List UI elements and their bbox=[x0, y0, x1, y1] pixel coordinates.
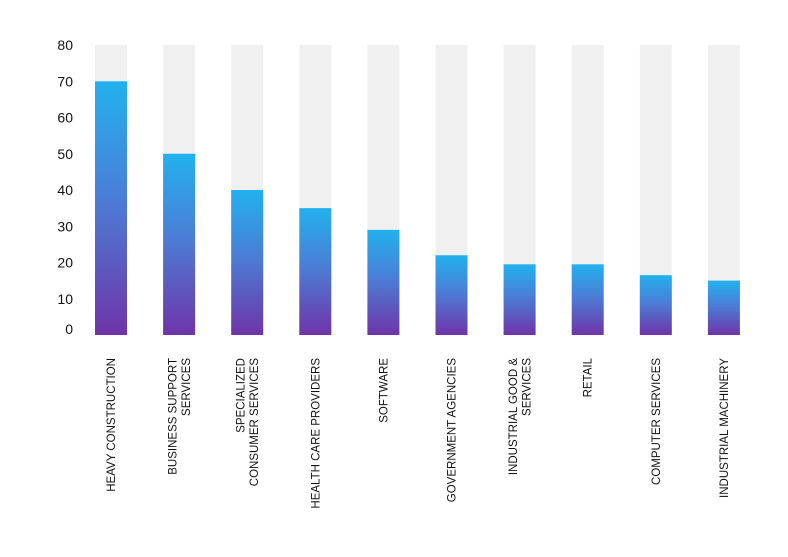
x-category-label: INDUSTRIAL GOOD & SERVICES bbox=[508, 358, 534, 475]
x-category-label: HEAVY CONSTRUCTION bbox=[106, 358, 118, 492]
x-category-label-line: RETAIL bbox=[583, 357, 595, 397]
x-category-label-line: SPECIALIZED bbox=[235, 358, 247, 433]
bar bbox=[435, 255, 468, 335]
x-category-label: GOVERNMENT AGENCIES bbox=[447, 358, 459, 503]
bar bbox=[707, 280, 740, 335]
bar bbox=[503, 264, 536, 335]
y-tick-label: 10 bbox=[57, 291, 73, 307]
x-category-label: RETAIL bbox=[583, 357, 595, 397]
x-category-label: BUSINESS SUPPORT SERVICES bbox=[167, 358, 193, 475]
x-category-label-line: SERVICES bbox=[521, 358, 533, 416]
y-tick-label: 30 bbox=[57, 218, 73, 234]
x-category-label-line: HEALTH CARE PROVIDERS bbox=[310, 358, 322, 509]
y-tick-label: 80 bbox=[57, 37, 73, 53]
y-tick-label: 20 bbox=[57, 255, 73, 271]
bar bbox=[571, 264, 604, 335]
x-category-label: SPECIALIZED CONSUMER SERVICES bbox=[235, 358, 261, 487]
x-category-label-line: CONSUMER SERVICES bbox=[249, 358, 261, 487]
x-category-label-line: COMPUTER SERVICES bbox=[651, 358, 663, 485]
bars bbox=[95, 81, 740, 335]
x-category-label: COMPUTER SERVICES bbox=[651, 358, 663, 485]
x-axis: HEAVY CONSTRUCTION BUSINESS SUPPORT SERVIC… bbox=[106, 357, 731, 508]
x-category-label-line: SERVICES bbox=[181, 358, 193, 416]
x-category-label-line: BUSINESS SUPPORT bbox=[167, 358, 179, 475]
bar bbox=[95, 81, 127, 335]
bar bbox=[639, 275, 672, 335]
x-category-label: INDUSTRIAL MACHINERY bbox=[719, 358, 731, 498]
bar bbox=[367, 229, 400, 335]
bar bbox=[231, 190, 264, 335]
y-tick-label: 70 bbox=[57, 73, 73, 89]
y-tick-label: 60 bbox=[57, 110, 73, 126]
x-category-label-line: INDUSTRIAL MACHINERY bbox=[719, 358, 731, 498]
x-category-label-line: HEAVY CONSTRUCTION bbox=[106, 358, 118, 492]
y-tick-label: 50 bbox=[57, 146, 73, 162]
bar bbox=[299, 208, 332, 335]
x-category-label: SOFTWARE bbox=[378, 358, 390, 423]
y-axis: 0 10 20 30 40 50 60 70 80 bbox=[57, 37, 73, 337]
y-tick-label: 0 bbox=[65, 321, 73, 337]
x-category-label-line: INDUSTRIAL GOOD & bbox=[508, 358, 520, 475]
x-category-label-line: GOVERNMENT AGENCIES bbox=[447, 358, 459, 503]
y-tick-label: 40 bbox=[57, 182, 73, 198]
bar bbox=[163, 153, 196, 335]
x-category-label: HEALTH CARE PROVIDERS bbox=[310, 358, 322, 509]
x-category-label-line: SOFTWARE bbox=[378, 358, 390, 423]
